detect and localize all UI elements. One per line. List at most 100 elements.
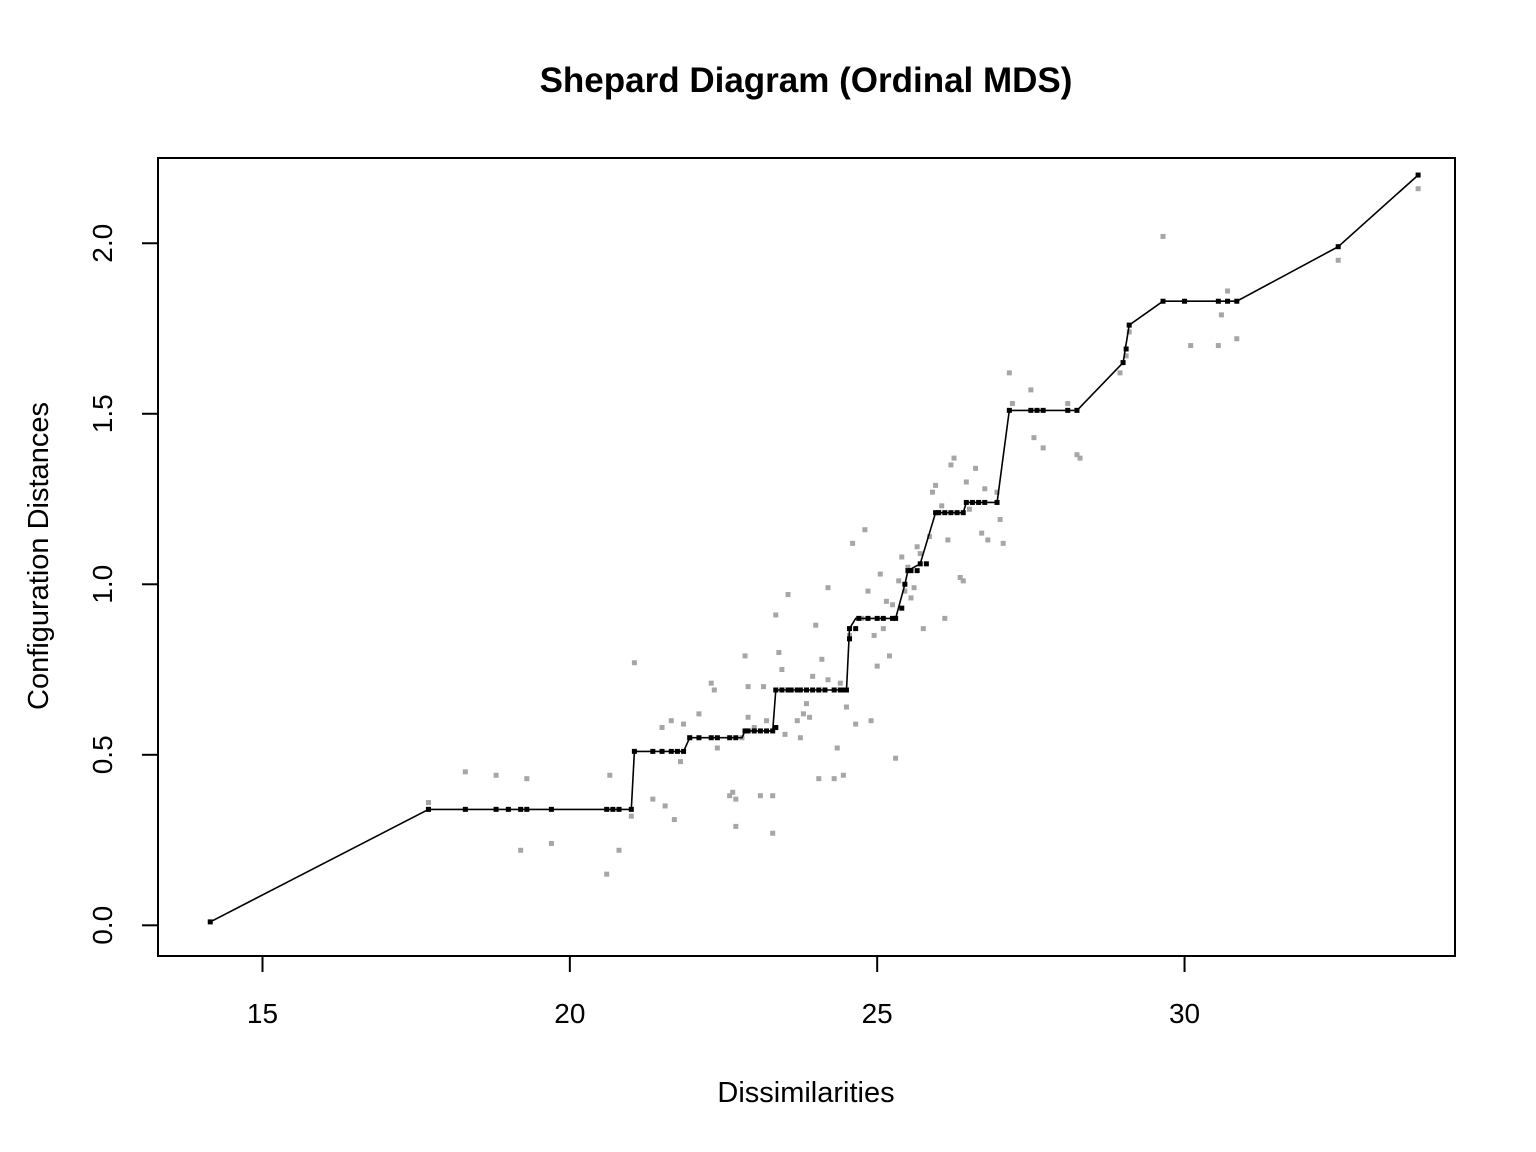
observed-point xyxy=(997,516,1003,522)
observed-point xyxy=(745,714,751,720)
observed-point xyxy=(668,718,674,724)
fitted-point xyxy=(1182,298,1188,304)
fitted-point xyxy=(757,728,763,734)
observed-point xyxy=(902,588,908,594)
observed-point xyxy=(825,677,831,683)
observed-point xyxy=(425,800,431,806)
fitted-point xyxy=(905,568,911,574)
observed-point xyxy=(524,776,530,782)
observed-point xyxy=(776,649,782,655)
observed-point xyxy=(930,489,936,495)
fitted-point xyxy=(1028,407,1034,413)
fitted-point xyxy=(1120,360,1126,366)
fitted-point xyxy=(856,615,862,621)
observed-point xyxy=(951,455,957,461)
fitted-point xyxy=(899,605,905,611)
observed-point xyxy=(853,721,859,727)
fitted-point xyxy=(843,687,849,693)
observed-point xyxy=(733,823,739,829)
fitted-point xyxy=(493,806,499,812)
fitted-point xyxy=(969,499,975,505)
y-tick-label: 0.0 xyxy=(87,906,118,945)
observed-point xyxy=(804,701,809,707)
observed-point xyxy=(899,554,905,560)
fitted-point xyxy=(610,806,616,812)
observed-point xyxy=(650,796,656,802)
observed-point xyxy=(926,534,932,540)
observed-point xyxy=(1188,343,1194,349)
observed-point xyxy=(1040,445,1046,451)
observed-point xyxy=(985,537,991,543)
fitted-point xyxy=(893,615,899,621)
observed-point xyxy=(773,612,779,618)
observed-point xyxy=(994,489,1000,495)
observed-point xyxy=(1225,288,1231,294)
y-tick-label: 0.5 xyxy=(87,735,118,774)
fitted-point xyxy=(908,568,914,574)
observed-point xyxy=(939,503,945,509)
fitted-point xyxy=(1006,407,1012,413)
fitted-point xyxy=(880,615,886,621)
y-tick-label: 2.0 xyxy=(87,224,118,263)
fitted-point xyxy=(1123,346,1129,352)
observed-point xyxy=(880,626,886,632)
observed-point xyxy=(834,745,840,751)
fitted-point xyxy=(822,687,828,693)
observed-point xyxy=(1126,329,1132,335)
fitted-point xyxy=(1415,172,1421,178)
fitted-point xyxy=(674,748,680,754)
observed-point xyxy=(1218,312,1224,318)
observed-point xyxy=(966,506,972,512)
observed-point xyxy=(871,632,877,638)
observed-point xyxy=(631,660,637,666)
fitted-point xyxy=(917,561,923,567)
observed-point xyxy=(745,684,751,690)
observed-point xyxy=(963,479,969,485)
x-tick-label: 30 xyxy=(1169,998,1200,1029)
observed-point xyxy=(877,571,883,577)
fitted-point xyxy=(890,615,896,621)
fitted-point xyxy=(982,499,988,505)
fit-line-path xyxy=(209,174,1419,923)
fitted-point xyxy=(779,687,785,693)
observed-points-series xyxy=(425,186,1421,877)
fitted-point xyxy=(681,748,687,754)
observed-point xyxy=(1009,401,1015,407)
observed-point xyxy=(837,680,843,686)
observed-point xyxy=(794,718,800,724)
observed-point xyxy=(727,793,733,799)
observed-point xyxy=(914,544,920,550)
fitted-point xyxy=(1040,407,1046,413)
fitted-point xyxy=(727,735,733,741)
observed-point xyxy=(819,656,825,662)
x-tick-label: 15 xyxy=(247,998,278,1029)
observed-point xyxy=(751,725,757,731)
fitted-point xyxy=(518,806,524,812)
fitted-point xyxy=(831,687,837,693)
observed-point xyxy=(850,540,856,546)
observed-point xyxy=(840,772,846,778)
fitted-point xyxy=(668,748,674,754)
observed-point xyxy=(982,486,988,492)
fitted-point xyxy=(960,510,966,516)
fitted-point xyxy=(745,728,751,734)
fitted-point xyxy=(1074,407,1080,413)
observed-point xyxy=(896,578,902,584)
observed-point xyxy=(920,626,926,632)
fitted-point xyxy=(631,748,637,754)
observed-point xyxy=(960,578,966,584)
observed-point xyxy=(696,711,702,717)
observed-point xyxy=(607,772,613,778)
observed-point xyxy=(797,735,803,741)
x-axis: 15 20 25 30 xyxy=(247,956,1200,1029)
observed-point xyxy=(883,598,889,604)
y-axis: 0.0 0.5 1.0 1.5 2.0 xyxy=(87,224,158,945)
fitted-point xyxy=(794,687,800,693)
fitted-point xyxy=(1335,244,1341,250)
fitted-point xyxy=(616,806,622,812)
observed-point xyxy=(770,793,776,799)
observed-point xyxy=(1006,370,1012,376)
observed-point xyxy=(942,615,948,621)
observed-point xyxy=(493,772,499,778)
